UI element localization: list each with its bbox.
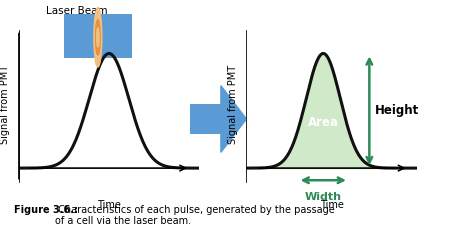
- Circle shape: [94, 8, 102, 67]
- Text: Area: Area: [308, 116, 339, 129]
- Polygon shape: [190, 86, 246, 152]
- Text: Time: Time: [320, 200, 344, 210]
- Circle shape: [95, 20, 100, 55]
- Text: Figure 3.6.:: Figure 3.6.:: [14, 205, 78, 215]
- Text: Height: Height: [374, 104, 419, 117]
- Text: Characteristics of each pulse, generated by the passage
of a cell via the laser : Characteristics of each pulse, generated…: [55, 205, 334, 226]
- Circle shape: [97, 28, 99, 47]
- FancyBboxPatch shape: [64, 14, 132, 58]
- Text: Signal from PMT: Signal from PMT: [228, 65, 238, 144]
- Text: Time: Time: [97, 200, 121, 210]
- Text: Laser Beam: Laser Beam: [46, 6, 108, 16]
- Text: Signal from PMT: Signal from PMT: [0, 65, 9, 144]
- Text: Width: Width: [305, 192, 342, 202]
